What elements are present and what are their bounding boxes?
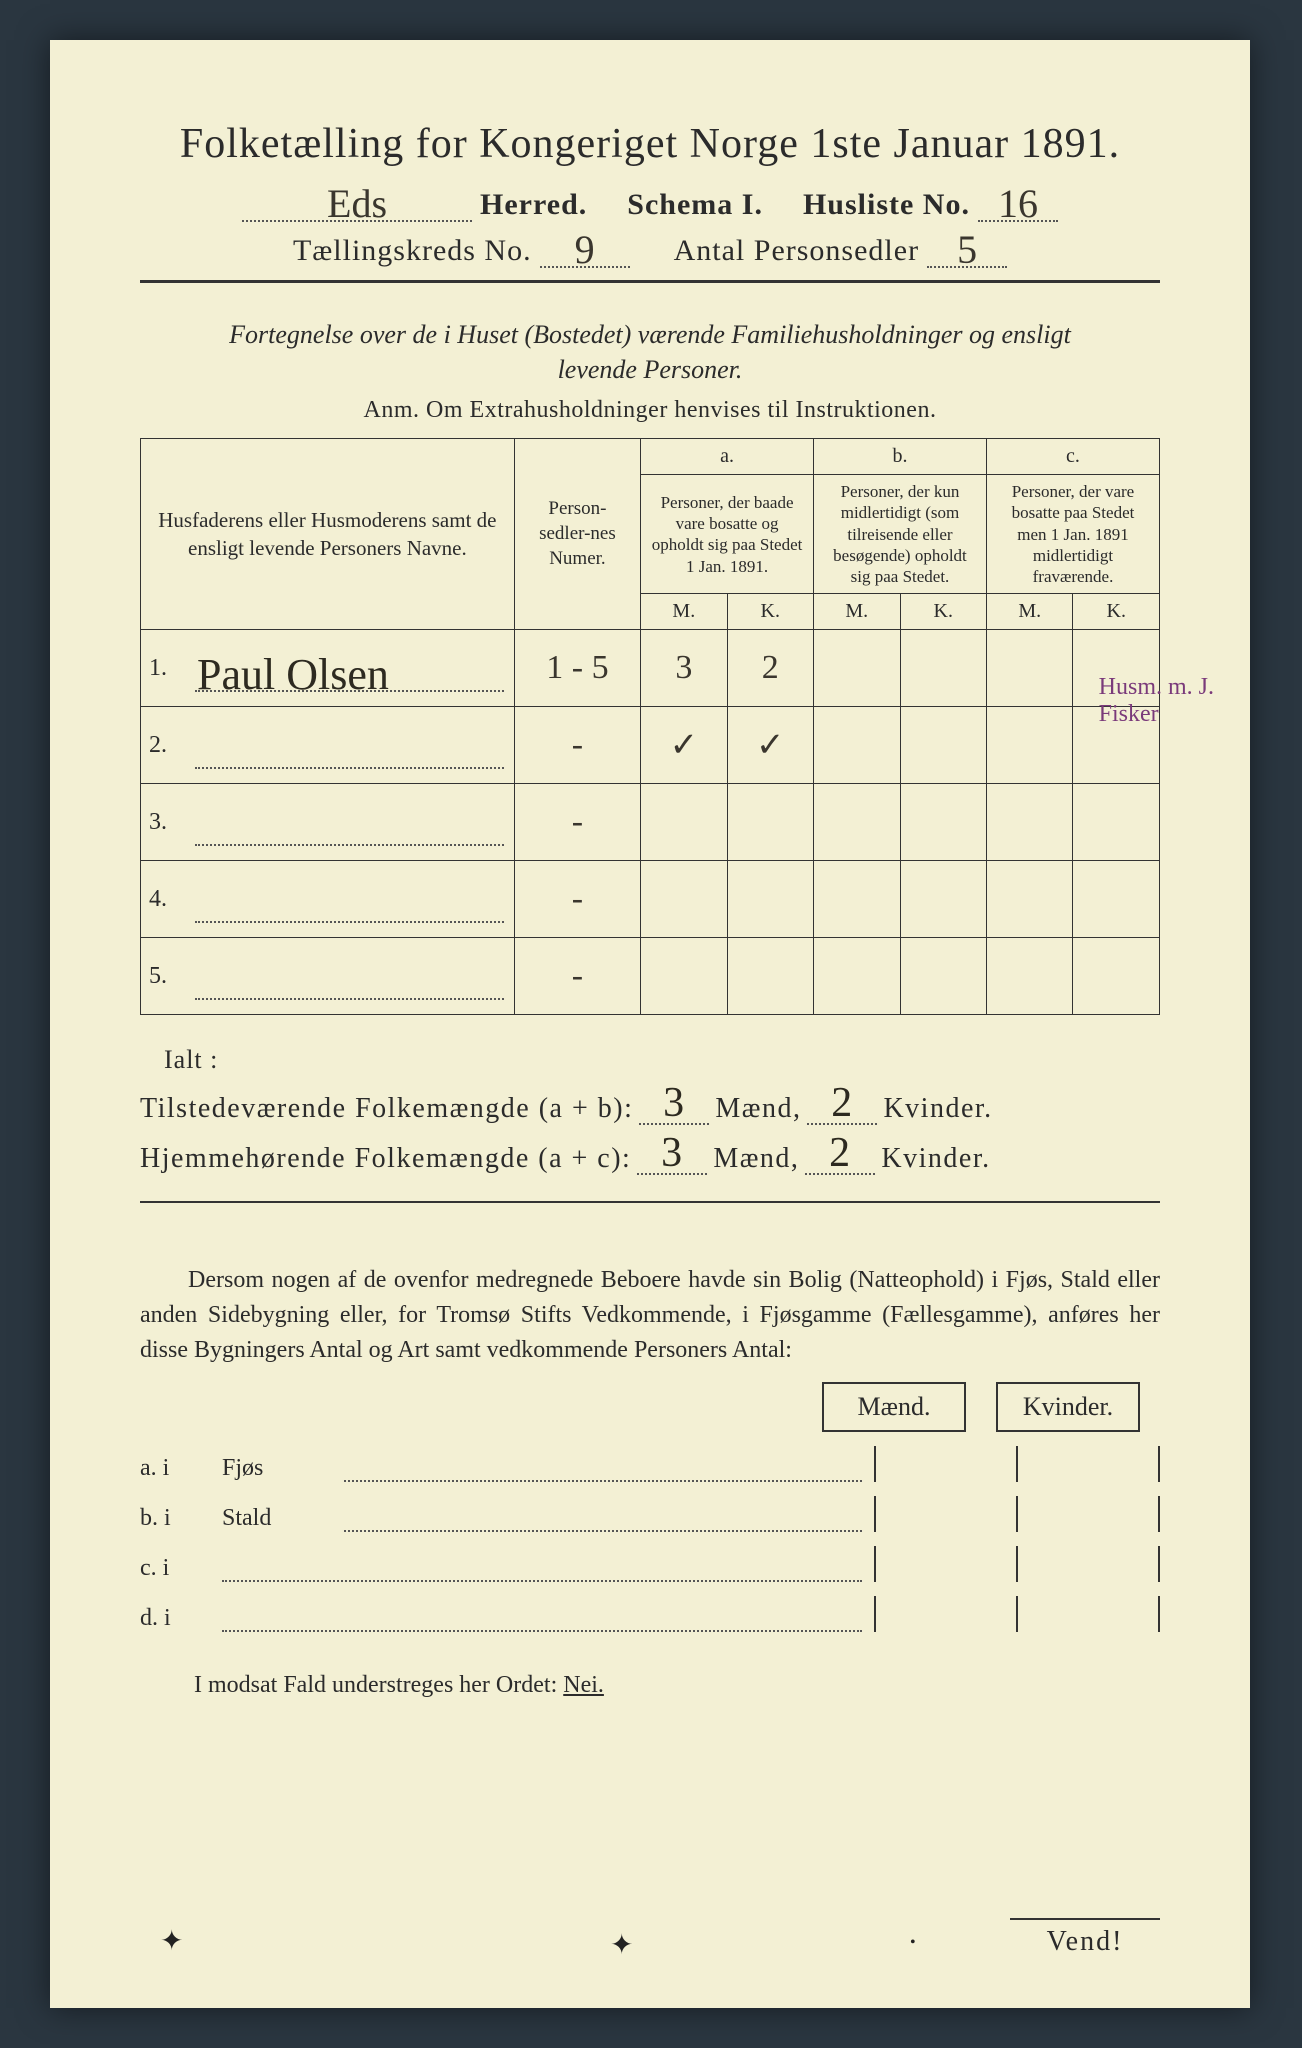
antal-field: 5 [927, 238, 1007, 268]
th-b-k: K. [900, 594, 986, 630]
subheader-line2: levende Personer. [558, 355, 743, 384]
list-label: Fjøs [222, 1455, 332, 1482]
subheader: Fortegnelse over de i Huset (Bostedet) v… [140, 317, 1160, 387]
ink-mark-icon: ✦ [160, 1924, 183, 1958]
sum-ab-k-label: Kvinder. [883, 1093, 992, 1125]
herred-value: Eds [242, 184, 472, 224]
table-wrap: Husfaderens eller Husmoderens samt de en… [140, 438, 1160, 1015]
list-pre: c. i [140, 1555, 210, 1582]
ink-mark-icon: ✦ [610, 1928, 633, 1962]
th-a-k: K. [727, 594, 813, 630]
sum-ac-m-slot: 3 [637, 1139, 707, 1175]
sum-row-ab: Tilstedeværende Folkemængde (a + b): 3 M… [140, 1089, 1160, 1125]
cell-aM: 3 [641, 630, 727, 707]
subheader-line1: Fortegnelse over de i Huset (Bostedet) v… [229, 320, 1071, 349]
sum-ab-k-slot: 2 [807, 1089, 877, 1125]
divider [140, 1201, 1160, 1203]
th-c-k: K. [1073, 594, 1160, 630]
kreds-field: 9 [540, 238, 630, 268]
th-name: Husfaderens eller Husmoderens samt de en… [141, 439, 515, 630]
nei-word: Nei. [563, 1672, 604, 1698]
kreds-value: 9 [540, 230, 630, 270]
cell-bK [900, 630, 986, 707]
th-a-label: a. [641, 439, 814, 475]
paragraph: Dersom nogen af de ovenfor medregnede Be… [140, 1263, 1160, 1367]
divider [140, 280, 1160, 283]
kreds-label: Tællingskreds No. [293, 234, 532, 268]
sum-ab-m-slot: 3 [639, 1089, 709, 1125]
row-idx: 1. [149, 655, 173, 682]
nei-line: I modsat Fald understreges her Ordet: Ne… [140, 1672, 1160, 1699]
husliste-value: 16 [978, 184, 1058, 224]
margin-note-l2: Fisker [1099, 701, 1159, 727]
list-item: c. i [140, 1546, 1160, 1582]
th-c-label: c. [986, 439, 1159, 475]
mk-header-row: Mænd. Kvinder. [140, 1382, 1160, 1432]
margin-note: Husm. m. J. Fisker [1099, 674, 1214, 727]
herred-label: Herred. [480, 188, 587, 222]
ink-mark-icon: • [910, 1934, 916, 1952]
table-row: 5. - [141, 938, 1160, 1015]
th-c: Personer, der vare bosatte paa Stedet me… [986, 475, 1159, 594]
th-num: Person-sedler-nes Numer. [514, 439, 640, 630]
husliste-field: 16 [978, 192, 1058, 222]
sum-ac-label: Hjemmehørende Folkemængde (a + c): [140, 1143, 631, 1175]
row-name: Paul Olsen [197, 649, 389, 700]
list-pre: b. i [140, 1505, 210, 1532]
sum-ac-m-label: Mænd, [713, 1143, 799, 1175]
census-table: Husfaderens eller Husmoderens samt de en… [140, 438, 1160, 1015]
vend-label: Vend! [1010, 1918, 1160, 1958]
paragraph-text: Dersom nogen af de ovenfor medregnede Be… [140, 1267, 1160, 1363]
cell-bM [814, 630, 901, 707]
th-a-m: M. [641, 594, 727, 630]
row-num: 1 - 5 [514, 630, 640, 707]
ialt-label: Ialt : [164, 1045, 1160, 1075]
list-item: a. i Fjøs [140, 1446, 1160, 1482]
mk-m: Mænd. [822, 1382, 966, 1432]
margin-note-l1: Husm. m. J. [1099, 674, 1214, 700]
row-name-cell: 1. Paul Olsen [141, 630, 515, 707]
cell-cM [986, 630, 1073, 707]
mk-k: Kvinder. [996, 1382, 1140, 1432]
table-row: 1. Paul Olsen 1 - 5 3 2 [141, 630, 1160, 707]
page-title: Folketælling for Kongeriget Norge 1ste J… [140, 120, 1160, 168]
cell-aK: 2 [727, 630, 813, 707]
antal-label: Antal Personsedler [674, 234, 919, 268]
list-pre: d. i [140, 1605, 210, 1632]
th-c-m: M. [986, 594, 1073, 630]
th-b-m: M. [814, 594, 901, 630]
sum-ab-m-label: Mænd, [715, 1093, 801, 1125]
census-form-page: Folketælling for Kongeriget Norge 1ste J… [50, 40, 1250, 2008]
antal-value: 5 [927, 230, 1007, 270]
schema-label: Schema I. [627, 188, 763, 222]
husliste-label: Husliste No. [803, 188, 970, 222]
table-row: 4. - [141, 861, 1160, 938]
th-a: Personer, der baade vare bosatte og opho… [641, 475, 814, 594]
list-label: Stald [222, 1505, 332, 1532]
th-b: Personer, der kun midlertidigt (som tilr… [814, 475, 987, 594]
header-row-2: Tællingskreds No. 9 Antal Personsedler 5 [140, 234, 1160, 268]
sum-ac-k-slot: 2 [805, 1139, 875, 1175]
nei-text: I modsat Fald understreges her Ordet: [194, 1672, 557, 1698]
header-row-1: Eds Herred. Schema I. Husliste No. 16 [140, 188, 1160, 222]
herred-field: Eds [242, 192, 472, 222]
sum-row-ac: Hjemmehørende Folkemængde (a + c): 3 Mæn… [140, 1139, 1160, 1175]
th-b-label: b. [814, 439, 987, 475]
sum-ac-k-label: Kvinder. [881, 1143, 990, 1175]
anm-note: Anm. Om Extrahusholdninger henvises til … [140, 397, 1160, 424]
list-item: d. i [140, 1596, 1160, 1632]
list-item: b. i Stald [140, 1496, 1160, 1532]
table-row: 3. - [141, 784, 1160, 861]
table-row: 2. - ✓ ✓ [141, 707, 1160, 784]
list-pre: a. i [140, 1455, 210, 1482]
sum-ab-label: Tilstedeværende Folkemængde (a + b): [140, 1093, 633, 1125]
